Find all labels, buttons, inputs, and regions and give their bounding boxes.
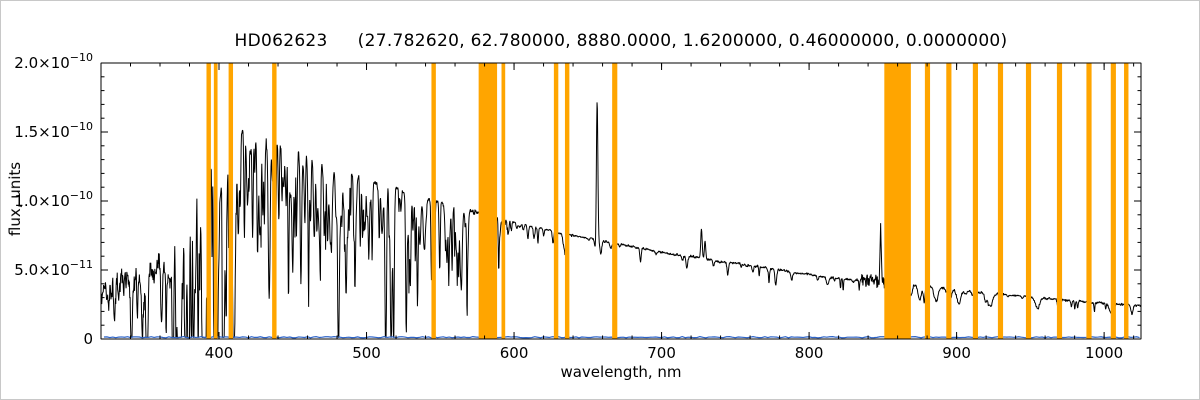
chart-title-object: HD062623 bbox=[234, 31, 328, 51]
x-axis-label: wavelength, nm bbox=[560, 363, 682, 381]
chart-title-params: (27.782620, 62.780000, 8880.0000, 1.6200… bbox=[357, 31, 1008, 51]
chart-title: HD062623 (27.782620, 62.780000, 8880.000… bbox=[101, 31, 1141, 51]
y-axis-label: flux, units bbox=[6, 161, 24, 237]
